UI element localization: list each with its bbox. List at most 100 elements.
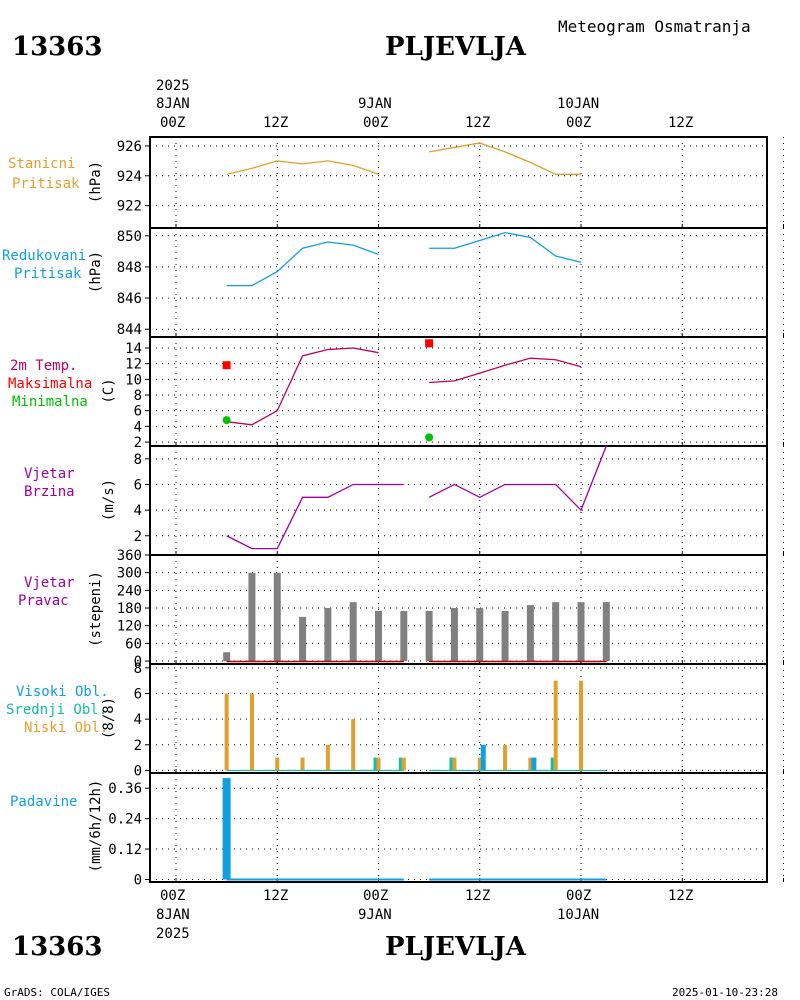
wind-dir-bar [425,610,433,662]
panel-frame [149,772,768,883]
top-hour-3: 00Z [363,115,388,131]
wind-dir-bar [577,602,585,662]
wind-dir-bar [450,608,458,662]
label-visoki: Visoki Obl. [16,684,109,700]
y-tick-label: 846 [117,291,142,307]
high-cloud-bar [531,757,537,771]
y-tick-label: 2 [134,529,142,545]
unit-oktas: (8/8) [101,697,117,739]
label-pritisak-2: Pritisak [14,266,82,282]
y-tick-label: 6 [134,477,142,493]
precip-bar [222,778,231,880]
y-tick-label: 0 [134,763,142,779]
y-tick-label: 844 [117,322,142,338]
y-tick-label: 924 [117,169,142,185]
y-tick-label: 180 [117,601,142,617]
low-cloud-bar [503,744,508,771]
label-niski: Niski Obl. [24,720,108,736]
station-name-bottom: PLJEVLJA [385,932,527,962]
top-year: 2025 [156,78,190,94]
label-redukovani: Redukovani [2,248,86,264]
low-cloud-bar [351,719,356,771]
series-line [429,232,582,263]
low-cloud-bar [300,757,305,771]
min-temp-marker [222,416,231,425]
y-tick-label: 0.12 [108,842,142,858]
y-tick-label: 2 [134,435,142,451]
label-vjetar-1: Vjetar [24,466,75,482]
wind-dir-bar [349,602,357,662]
top-day-2: 9JAN [358,96,392,112]
series-line [226,483,404,550]
top-day-1: 8JAN [156,96,190,112]
top-hour-4: 12Z [465,115,490,131]
label-padavine: Padavine [10,794,77,810]
wind-dir-bar [273,572,281,662]
unit-mm: (mm/6h/12h) [88,780,104,873]
y-tick-label: 8 [134,452,142,468]
y-tick-label: 0.24 [108,812,142,828]
low-cloud-bar [249,693,254,771]
y-tick-label: 120 [117,619,142,635]
wind-dir-bar [400,610,408,662]
low-cloud-bar [477,757,482,771]
series-line [226,241,379,287]
panel-frame [149,336,768,447]
y-tick-label: 4 [134,419,142,435]
mid-cloud-bar [398,757,402,771]
label-maksimalna: Maksimalna [8,376,92,392]
footer-timestamp: 2025-01-10-23:28 [672,986,778,999]
wind-dir-bar [223,652,231,662]
footer-credit: GrADS: COLA/IGES [4,986,110,999]
unit-stepeni: (stepeni) [88,571,104,647]
bottom-day-3: 10JAN [557,907,599,923]
series-line [226,347,379,426]
y-tick-label: 2 [134,738,142,754]
y-tick-label: 850 [117,229,142,245]
max-temp-marker [425,339,434,348]
bottom-hour-4: 12Z [465,888,490,904]
top-hour-1: 00Z [160,115,185,131]
label-2m-temp: 2m Temp. [10,358,77,374]
wind-dir-bar [476,608,484,662]
y-tick-label: 8 [134,661,142,677]
wind-dir-bar [324,608,332,662]
panel-frame [149,227,768,338]
bottom-day-1: 8JAN [156,907,190,923]
station-id-top: 13363 [12,32,102,62]
station-name-top: PLJEVLJA [385,32,527,62]
min-temp-marker [425,433,434,442]
unit-hpa-2: (hPa) [88,251,104,293]
bottom-hour-3: 00Z [363,888,388,904]
unit-hpa-1: (hPa) [88,161,104,203]
bottom-hour-6: 12Z [668,888,693,904]
y-tick-label: 0.36 [108,781,142,797]
label-pritisak-1: Pritisak [12,176,80,192]
y-tick-label: 4 [134,712,142,728]
y-tick-label: 12 [125,357,142,373]
top-hour-2: 12Z [263,115,288,131]
label-pravac: Pravac [18,593,69,609]
mid-cloud-bar [550,757,554,771]
y-tick-label: 4 [134,503,142,519]
wind-dir-bar [248,572,256,662]
label-stanicni: Stanicni [8,156,75,172]
label-srednji: Srednji Obl. [6,702,107,718]
y-tick-label: 360 [117,548,142,564]
unit-ms: (m/s) [101,479,117,521]
low-cloud-bar [376,757,381,771]
y-tick-label: 6 [134,404,142,420]
y-tick-label: 14 [125,341,142,357]
wind-dir-bar [552,602,560,662]
bottom-hour-5: 00Z [566,888,591,904]
wind-dir-bar [375,610,382,662]
low-cloud-bar [553,680,558,771]
series-line [429,142,581,175]
label-minimalna: Minimalna [12,394,88,410]
bottom-hour-1: 00Z [160,888,185,904]
y-tick-label: 848 [117,260,142,276]
unit-c: (C) [101,378,117,403]
bottom-day-2: 9JAN [358,907,392,923]
low-cloud-bar [528,757,533,771]
